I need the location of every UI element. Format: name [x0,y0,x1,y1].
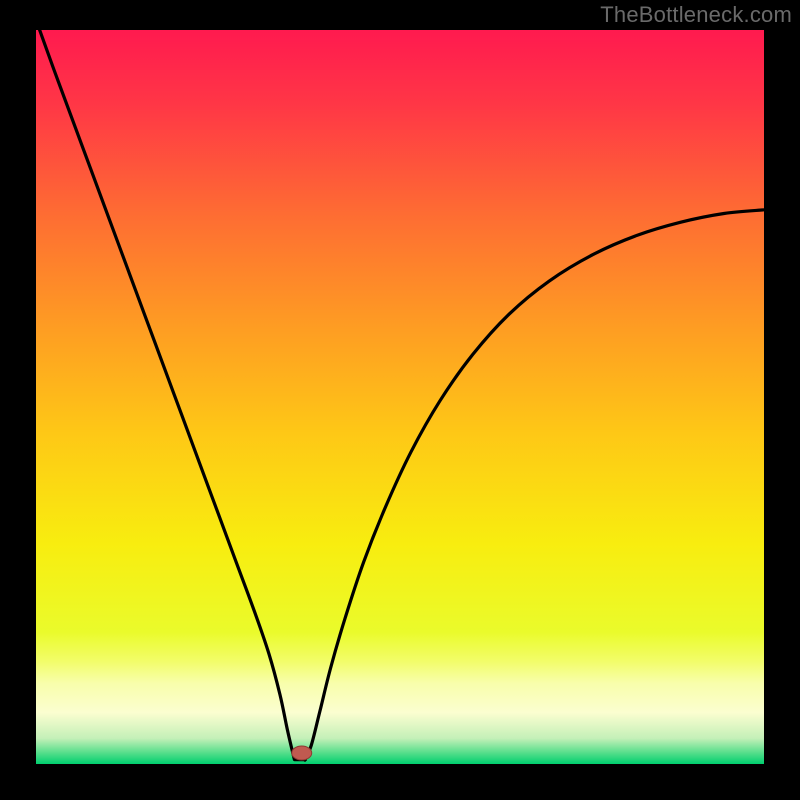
plot-background [36,30,764,764]
bottleneck-chart [36,30,764,764]
optimal-point-marker [292,746,312,760]
chart-frame: TheBottleneck.com [0,0,800,800]
watermark-text: TheBottleneck.com [600,2,792,28]
